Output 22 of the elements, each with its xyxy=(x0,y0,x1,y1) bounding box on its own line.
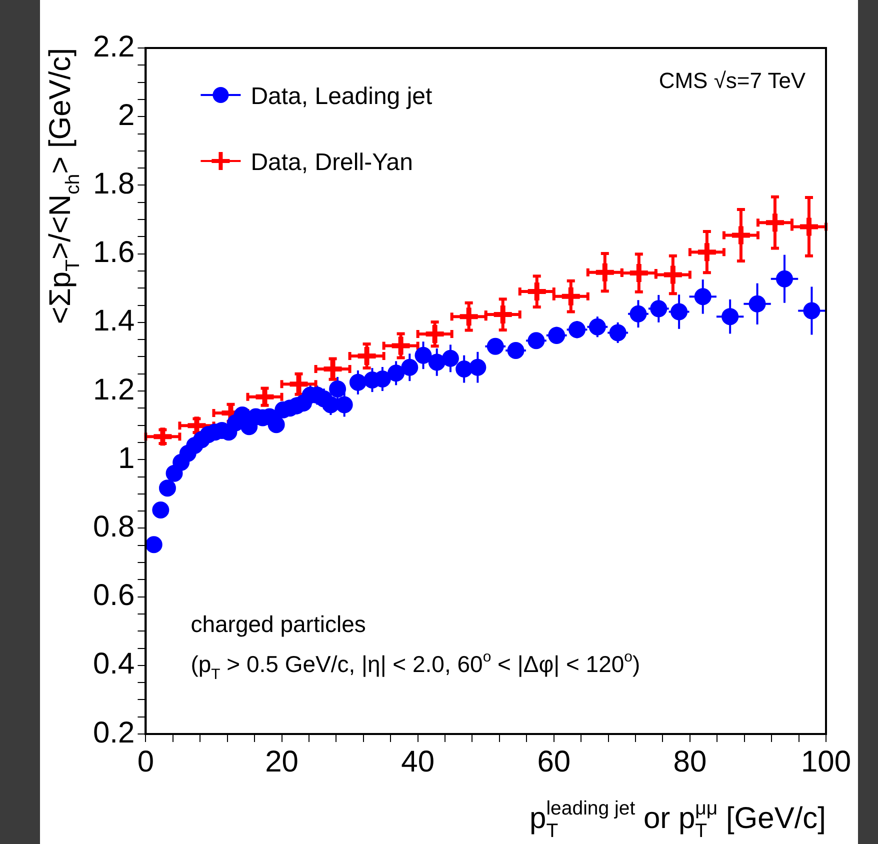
annotation: CMS √s=7 TeV xyxy=(658,68,806,93)
y-axis-title: <ΣpT>/<Nch> [GeV/c] xyxy=(44,48,84,324)
y-tick-label: 1.6 xyxy=(92,236,135,270)
y-tick-label: 0.6 xyxy=(92,579,135,612)
x-tick-label: 80 xyxy=(673,745,707,778)
y-tick-label: 1.8 xyxy=(92,167,135,200)
y-tick-label: 2.2 xyxy=(92,30,135,64)
y-tick-label: 1.2 xyxy=(92,373,135,406)
y-tick-label: 0.4 xyxy=(92,648,135,681)
legend-label: Data, Drell-Yan xyxy=(250,149,413,176)
y-tick-label: 1 xyxy=(118,442,135,475)
x-tick-label: 40 xyxy=(401,745,435,778)
y-tick-label: 2 xyxy=(118,98,135,132)
legend-label: Data, Leading jet xyxy=(250,83,432,110)
y-tick-label: 0.2 xyxy=(92,716,135,750)
x-tick-label: 0 xyxy=(137,745,154,778)
annotation: charged particles xyxy=(190,611,366,637)
x-tick-label: 20 xyxy=(265,745,298,778)
x-tick-label: 100 xyxy=(800,745,852,778)
x-tick-label: 60 xyxy=(537,745,571,778)
y-tick-label: 1.4 xyxy=(92,304,135,338)
y-tick-label: 0.8 xyxy=(92,510,135,544)
